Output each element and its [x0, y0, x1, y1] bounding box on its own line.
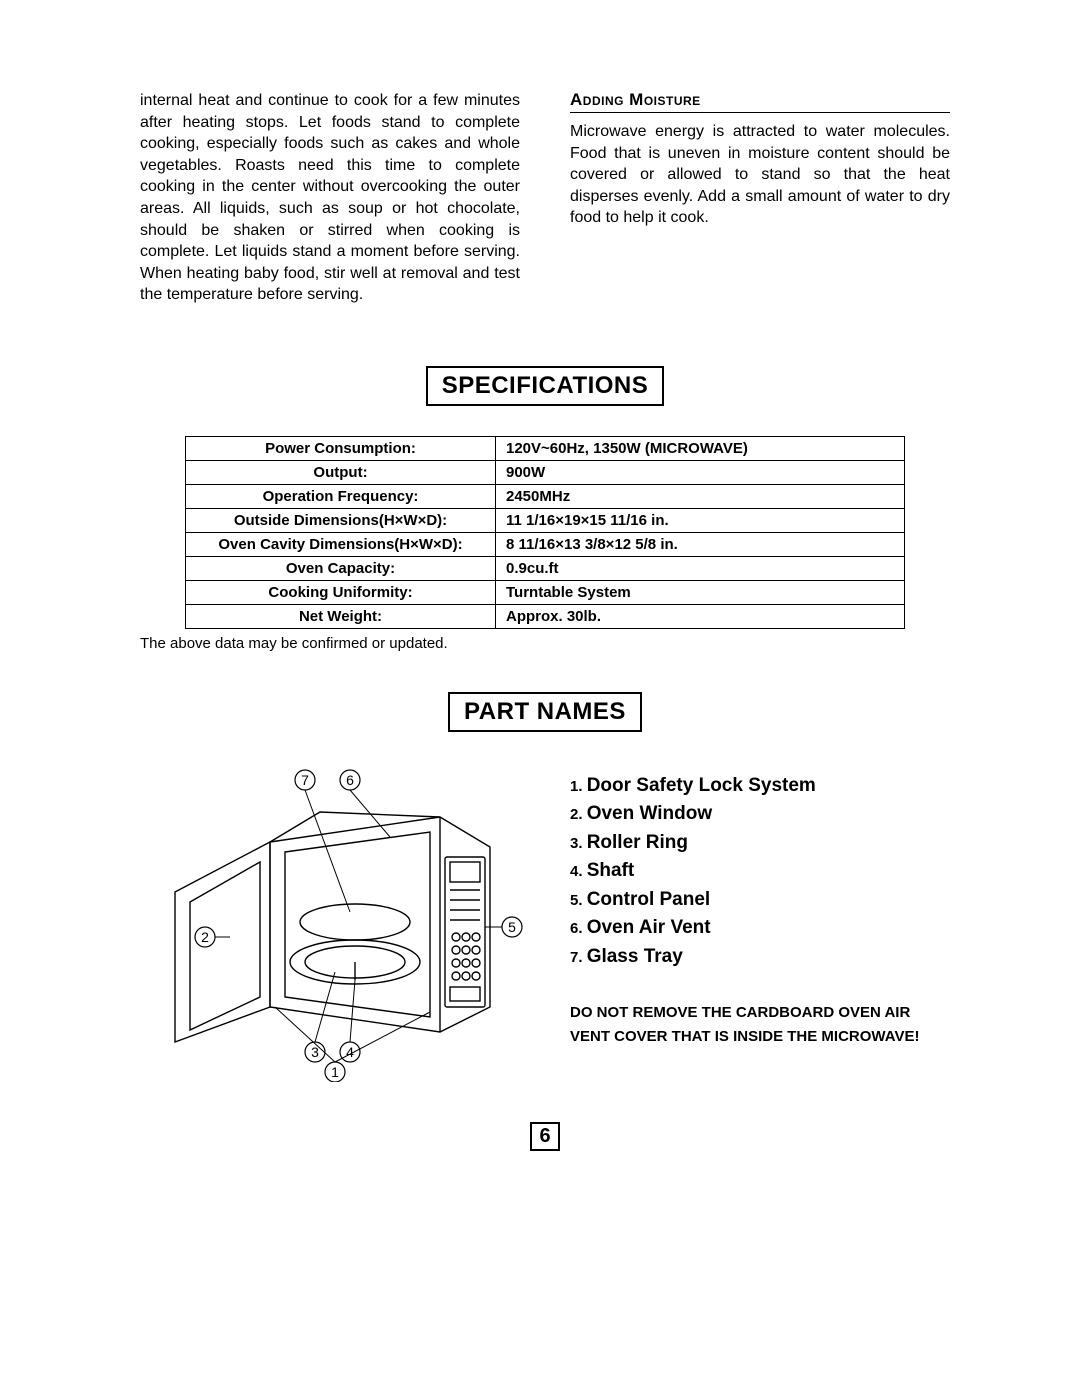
- list-item: Roller Ring: [570, 829, 950, 858]
- spec-label: Oven Cavity Dimensions(H×W×D):: [186, 532, 496, 556]
- specifications-title: SPECIFICATIONS: [426, 366, 665, 406]
- page-number-wrap: 6: [140, 1122, 950, 1151]
- adding-moisture-heading: Adding Moisture: [570, 90, 950, 113]
- svg-text:5: 5: [508, 919, 516, 935]
- spec-label: Outside Dimensions(H×W×D):: [186, 508, 496, 532]
- leader-lines: [215, 790, 502, 1062]
- callout-7: 7: [295, 770, 315, 790]
- spec-value: 2450MHz: [496, 484, 905, 508]
- svg-text:7: 7: [301, 772, 309, 788]
- intro-left-col: internal heat and continue to cook for a…: [140, 90, 520, 306]
- microwave-diagram: 7 6 5 3 4: [140, 762, 540, 1082]
- spec-label: Cooking Uniformity:: [186, 580, 496, 604]
- callout-2: 2: [195, 927, 215, 947]
- part-names-body: 7 6 5 3 4: [140, 762, 950, 1082]
- callout-1: 1: [325, 1062, 345, 1082]
- specifications-table: Power Consumption:120V~60Hz, 1350W (MICR…: [185, 436, 905, 629]
- table-row: Output:900W: [186, 460, 905, 484]
- part-names-title: PART NAMES: [448, 692, 642, 732]
- spec-value: Turntable System: [496, 580, 905, 604]
- table-row: Operation Frequency:2450MHz: [186, 484, 905, 508]
- part-names-warning: DO NOT REMOVE THE CARDBOARD OVEN AIR VEN…: [570, 1001, 950, 1049]
- list-item: Glass Tray: [570, 943, 950, 972]
- table-row: Cooking Uniformity:Turntable System: [186, 580, 905, 604]
- specifications-note: The above data may be confirmed or updat…: [140, 635, 950, 652]
- table-row: Oven Capacity:0.9cu.ft: [186, 556, 905, 580]
- svg-text:2: 2: [201, 929, 209, 945]
- intro-left-text: internal heat and continue to cook for a…: [140, 90, 520, 306]
- microwave-body: [175, 812, 490, 1042]
- part-names-title-wrap: PART NAMES: [140, 692, 950, 732]
- spec-value: Approx. 30lb.: [496, 604, 905, 628]
- spec-value: 11 1/16×19×15 11/16 in.: [496, 508, 905, 532]
- spec-label: Oven Capacity:: [186, 556, 496, 580]
- part-names-section: PART NAMES 7 6 5: [140, 692, 950, 1082]
- specifications-title-wrap: SPECIFICATIONS: [140, 366, 950, 406]
- table-row: Net Weight:Approx. 30lb.: [186, 604, 905, 628]
- list-item: Oven Air Vent: [570, 914, 950, 943]
- spec-value: 900W: [496, 460, 905, 484]
- spec-value: 8 11/16×13 3/8×12 5/8 in.: [496, 532, 905, 556]
- part-names-right: Door Safety Lock SystemOven WindowRoller…: [570, 762, 950, 1050]
- list-item: Door Safety Lock System: [570, 772, 950, 801]
- callout-3: 3: [305, 1042, 325, 1062]
- svg-text:6: 6: [346, 772, 354, 788]
- svg-text:1: 1: [331, 1064, 339, 1080]
- list-item: Control Panel: [570, 886, 950, 915]
- spec-value: 0.9cu.ft: [496, 556, 905, 580]
- svg-text:4: 4: [346, 1044, 354, 1060]
- page-number: 6: [530, 1122, 559, 1151]
- list-item: Shaft: [570, 857, 950, 886]
- callout-5: 5: [502, 917, 522, 937]
- callout-6: 6: [340, 770, 360, 790]
- adding-moisture-text: Microwave energy is attracted to water m…: [570, 121, 950, 229]
- spec-label: Net Weight:: [186, 604, 496, 628]
- intro-right-col: Adding Moisture Microwave energy is attr…: [570, 90, 950, 306]
- intro-columns: internal heat and continue to cook for a…: [140, 90, 950, 306]
- part-names-list: Door Safety Lock SystemOven WindowRoller…: [570, 772, 950, 972]
- spec-label: Operation Frequency:: [186, 484, 496, 508]
- table-row: Power Consumption:120V~60Hz, 1350W (MICR…: [186, 436, 905, 460]
- spec-value: 120V~60Hz, 1350W (MICROWAVE): [496, 436, 905, 460]
- callout-4: 4: [340, 1042, 360, 1062]
- list-item: Oven Window: [570, 800, 950, 829]
- spec-label: Output:: [186, 460, 496, 484]
- microwave-diagram-svg: 7 6 5 3 4: [140, 762, 540, 1082]
- table-row: Oven Cavity Dimensions(H×W×D):8 11/16×13…: [186, 532, 905, 556]
- spec-label: Power Consumption:: [186, 436, 496, 460]
- table-row: Outside Dimensions(H×W×D):11 1/16×19×15 …: [186, 508, 905, 532]
